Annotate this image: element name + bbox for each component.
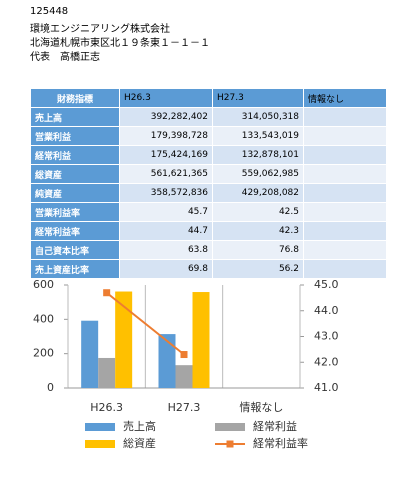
table-cell: 44.7 xyxy=(119,221,213,241)
table-row: 総資産 561,621,365 559,062,985 xyxy=(30,164,387,184)
line xyxy=(106,291,185,356)
table-cell xyxy=(303,107,387,127)
table-cell xyxy=(303,164,387,184)
table-cell: 56.2 xyxy=(212,259,304,279)
bar xyxy=(192,292,210,388)
y-tick-label: 400 xyxy=(33,312,54,325)
table-cell: 経常利益率 xyxy=(30,221,120,241)
table-cell xyxy=(303,202,387,222)
y2-tick-label: 45.0 xyxy=(314,278,339,291)
table-cell: 42.5 xyxy=(212,202,304,222)
code: 125448 xyxy=(30,6,69,17)
x-tick-label: H26.3 xyxy=(90,401,123,414)
bar xyxy=(175,365,193,388)
legend-label: 経常利益 xyxy=(253,419,297,433)
bar xyxy=(158,334,176,388)
y2-tick-label: 41.0 xyxy=(314,381,339,394)
table-cell: 314,050,318 xyxy=(212,107,304,127)
table-cell: 392,282,402 xyxy=(119,107,213,127)
table-cell: 純資産 xyxy=(30,183,120,203)
table-row: 経常利益 175,424,169 132,878,101 xyxy=(30,145,387,165)
table-cell xyxy=(303,183,387,203)
table-row: 自己資本比率 63.8 76.8 xyxy=(30,240,387,260)
bar xyxy=(81,320,99,388)
table-cell: 175,424,169 xyxy=(119,145,213,165)
y-tick-label: 600 xyxy=(33,278,54,291)
table-cell xyxy=(303,259,387,279)
table-row: 売上高 392,282,402 314,050,318 xyxy=(30,107,387,127)
table-cell: 売上高 xyxy=(30,107,120,127)
table-cell: 45.7 xyxy=(119,202,213,222)
line-marker xyxy=(103,289,111,297)
y-tick-label: 200 xyxy=(33,347,54,360)
table-cell xyxy=(303,221,387,241)
legend-label: 総資産 xyxy=(123,436,156,450)
table-row: 純資産 358,572,836 429,208,082 xyxy=(30,183,387,203)
table-cell: 133,543,019 xyxy=(212,126,304,146)
table-cell: 63.8 xyxy=(119,240,213,260)
line-marker xyxy=(180,351,188,359)
table-cell xyxy=(303,145,387,165)
y-tick-label: 0 xyxy=(47,381,54,394)
table-cell: H26.3 xyxy=(119,88,213,108)
table-cell xyxy=(303,126,387,146)
table-cell: 69.8 xyxy=(119,259,213,279)
table-row: 営業利益率 45.7 42.5 xyxy=(30,202,387,222)
table-cell: 132,878,101 xyxy=(212,145,304,165)
y2-tick-label: 44.0 xyxy=(314,304,339,317)
legend-swatch xyxy=(85,423,115,431)
bar xyxy=(98,357,116,388)
address: 北海道札幌市東区北１９条東１－１－１ xyxy=(30,38,210,49)
table-cell: 総資産 xyxy=(30,164,120,184)
chart: 0 200 400 600 41.0 42.0 43.0 44.0 45.0 H26.3 H27.3… xyxy=(33,278,339,450)
table-cell: 429,208,082 xyxy=(212,183,304,203)
table-row: 経常利益率 44.7 42.3 xyxy=(30,221,387,241)
table-cell: 42.3 xyxy=(212,221,304,241)
table-cell: 559,062,985 xyxy=(212,164,304,184)
x-tick-label: H27.3 xyxy=(168,401,201,414)
financial-table: 財務指標 H26.3 H27.3 情報なし 売上高 392,282,402 314,050,… xyxy=(30,88,387,279)
legend-label: 売上高 xyxy=(123,419,156,433)
legend-swatch xyxy=(85,440,115,448)
table-row: 営業利益 179,398,728 133,543,019 xyxy=(30,126,387,146)
bar xyxy=(115,291,133,388)
legend-label: 経常利益率 xyxy=(253,436,308,450)
table-cell: 営業利益率 xyxy=(30,202,120,222)
table-row: 財務指標 H26.3 H27.3 情報なし xyxy=(30,88,387,108)
table-cell: 情報なし xyxy=(303,88,387,108)
table-cell: 179,398,728 xyxy=(119,126,213,146)
table-cell: 営業利益 xyxy=(30,126,120,146)
x-tick-label: 情報なし xyxy=(239,401,283,414)
legend-swatch xyxy=(215,423,245,431)
table-cell: H27.3 xyxy=(212,88,304,108)
table-cell: 経常利益 xyxy=(30,145,120,165)
table-cell: 76.8 xyxy=(212,240,304,260)
y2-tick-label: 43.0 xyxy=(314,330,339,343)
company: 環境エンジニアリング株式会社 xyxy=(30,24,170,35)
table-cell: 売上資産比率 xyxy=(30,259,120,279)
table-cell: 自己資本比率 xyxy=(30,240,120,260)
table-cell: 358,572,836 xyxy=(119,183,213,203)
legend-marker xyxy=(226,440,234,448)
table-row: 売上資産比率 69.8 56.2 xyxy=(30,259,387,279)
y2-tick-label: 42.0 xyxy=(314,355,339,368)
representative: 代表 高橋正志 xyxy=(30,52,100,63)
table-cell: 561,621,365 xyxy=(119,164,213,184)
table-cell: 財務指標 xyxy=(30,88,120,108)
table-cell xyxy=(303,240,387,260)
